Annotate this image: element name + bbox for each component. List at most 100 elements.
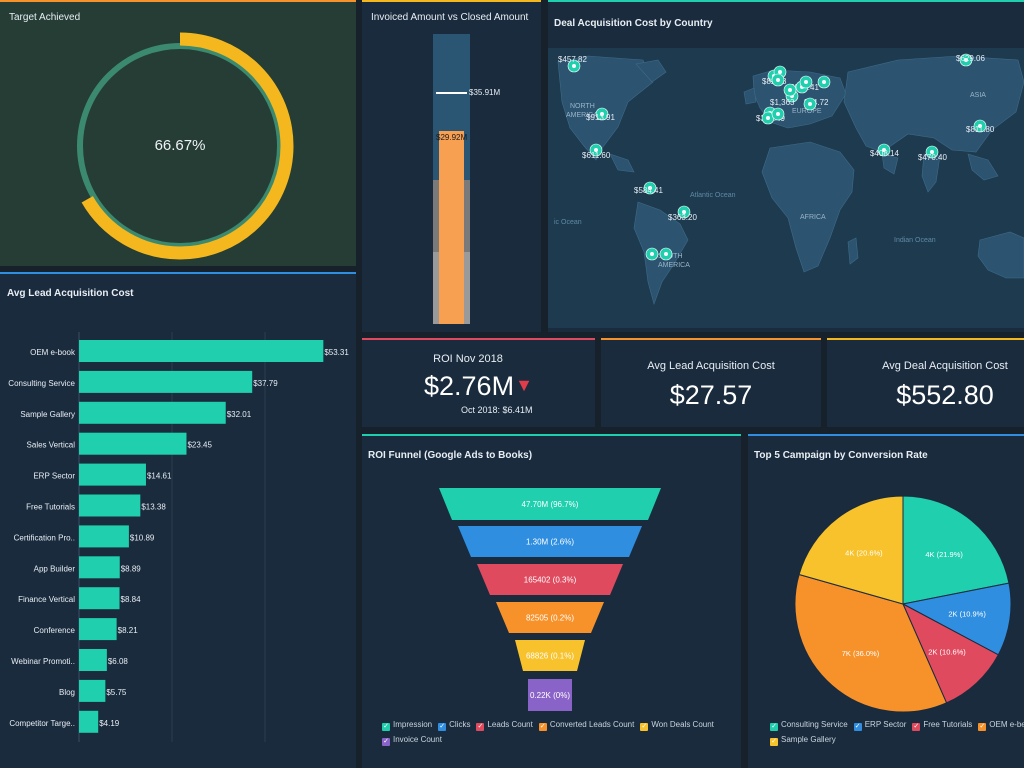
- bar[interactable]: [79, 401, 226, 424]
- map-marker-pin[interactable]: [645, 247, 659, 261]
- map-marker-pin[interactable]: [771, 73, 785, 87]
- pie-slice[interactable]: [901, 582, 1012, 656]
- funnel-stage[interactable]: [458, 526, 642, 557]
- funnel-stage[interactable]: [439, 488, 661, 520]
- map-marker-pin[interactable]: [803, 97, 817, 111]
- bar[interactable]: [79, 618, 117, 641]
- map-marker-pin[interactable]: [959, 53, 973, 67]
- legend-label: Leads Count: [487, 720, 533, 729]
- lead-cost-title: Avg Lead Acquisition Cost: [7, 288, 134, 299]
- map-marker-pin[interactable]: [799, 75, 813, 89]
- map-marker-pin[interactable]: [973, 119, 987, 133]
- category-label: App Builder: [34, 564, 76, 573]
- bar[interactable]: [79, 587, 120, 610]
- pie-slice[interactable]: [901, 602, 999, 704]
- bar[interactable]: [79, 432, 187, 455]
- map-marker-label: $457.82: [558, 55, 587, 64]
- bar[interactable]: [79, 494, 141, 517]
- map-marker-pin[interactable]: [783, 83, 797, 97]
- legend-item[interactable]: ✓ OEM e-be: [978, 720, 1024, 731]
- map-marker-pin[interactable]: [761, 111, 775, 125]
- legend-checkbox-icon[interactable]: ✓: [978, 723, 987, 731]
- roi-funnel-panel: ROI Funnel (Google Ads to Books) 47.70M …: [362, 434, 741, 768]
- category-label: Certification Pro..: [14, 533, 75, 542]
- map-markers[interactable]: $457.82$913.91$611.60$584.41$363.20$82.1…: [558, 53, 995, 261]
- deal-cost-map-panel: Deal Acquisition Cost by Country NORTH A…: [548, 0, 1024, 332]
- map-marker-pin[interactable]: [659, 247, 673, 261]
- legend-item[interactable]: ✓ ERP Sector: [853, 720, 906, 731]
- closed-amount-bar[interactable]: [439, 131, 464, 324]
- legend-checkbox-icon[interactable]: ✓: [438, 723, 447, 731]
- bar[interactable]: [79, 525, 129, 548]
- kpi-roi-card: ROI Nov 2018 $2.76M▼ Oct 2018: $6.41M: [362, 338, 595, 427]
- map-label-1: AMERICA: [566, 112, 598, 119]
- legend-item[interactable]: ✓ Converted Leads Count: [538, 720, 634, 731]
- legend-checkbox-icon[interactable]: ✓: [382, 723, 390, 731]
- legend-item[interactable]: ✓ Free Tutorials: [912, 720, 972, 731]
- invoiced-panel: Invoiced Amount vs Closed Amount $35.91M…: [362, 0, 541, 332]
- bar[interactable]: [79, 679, 106, 702]
- target-value: 66.67%: [154, 137, 206, 154]
- legend-checkbox-icon[interactable]: ✓: [912, 723, 921, 731]
- legend-item[interactable]: ✓ Won Deals Count: [640, 720, 714, 731]
- category-label: Sales Vertical: [27, 441, 76, 450]
- map-marker-pin[interactable]: [925, 145, 939, 159]
- map-marker-label: $74.72: [804, 98, 829, 107]
- map-marker-pin[interactable]: [677, 205, 691, 219]
- invoiced-target-label: $35.91M: [469, 87, 501, 97]
- value-label: $37.79: [253, 379, 278, 388]
- value-label: $6.08: [108, 657, 129, 666]
- value-label: $8.21: [118, 626, 139, 635]
- pie-slice-label: 4K (21.9%): [925, 550, 963, 559]
- legend-checkbox-icon[interactable]: ✓: [853, 723, 862, 731]
- map-marker-pin[interactable]: [589, 143, 603, 157]
- legend-checkbox-icon[interactable]: ✓: [476, 723, 485, 731]
- map-label-8: Indian Ocean: [894, 237, 936, 244]
- bar[interactable]: [79, 370, 253, 393]
- map-marker-label: $363.20: [668, 213, 697, 222]
- world-map[interactable]: NORTH AMERICA EUROPE ASIA AFRICA SOUTH A…: [548, 42, 1024, 332]
- legend-item[interactable]: ✓ Consulting Service: [770, 720, 848, 731]
- funnel-stage[interactable]: [515, 640, 585, 671]
- legend-item[interactable]: ✓ Sample Gallery: [770, 735, 836, 746]
- map-label-6: AMERICA: [658, 262, 690, 269]
- map-marker-pin[interactable]: [643, 181, 657, 195]
- funnel-legend: ✓ Impression ✓ Clicks ✓ Leads Count ✓ Converted…: [382, 720, 732, 750]
- bar[interactable]: [79, 340, 324, 362]
- roi-funnel-chart: 47.70M (96.7%) 1.30M (2.6%) 165402 (0.3%) 8…: [439, 488, 661, 711]
- map-marker-pin[interactable]: [567, 59, 581, 73]
- map-marker-pin[interactable]: [877, 143, 891, 157]
- map-label-9: ic Ocean: [554, 219, 582, 226]
- map-marker-label: $913.91: [586, 113, 615, 122]
- funnel-stage[interactable]: [496, 602, 604, 633]
- bar[interactable]: [79, 649, 107, 671]
- funnel-stage[interactable]: [528, 679, 572, 711]
- legend-checkbox-icon[interactable]: ✓: [538, 723, 547, 731]
- legend-item[interactable]: ✓ Impression: [382, 720, 432, 731]
- legend-checkbox-icon[interactable]: ✓: [770, 738, 778, 746]
- category-label: Sample Gallery: [20, 410, 75, 419]
- invoiced-title: Invoiced Amount vs Closed Amount: [371, 12, 529, 23]
- legend-item[interactable]: ✓ Leads Count: [476, 720, 533, 731]
- bar[interactable]: [79, 556, 120, 579]
- map-marker-pin[interactable]: [771, 107, 785, 121]
- legend-label: Clicks: [449, 720, 471, 729]
- pie-slice[interactable]: [794, 573, 948, 713]
- legend-item[interactable]: ✓ Clicks: [438, 720, 470, 731]
- legend-item[interactable]: ✓ Invoice Count: [382, 735, 442, 746]
- pie-slice[interactable]: [798, 495, 904, 605]
- legend-checkbox-icon[interactable]: ✓: [382, 738, 390, 746]
- category-label: Conference: [34, 626, 76, 635]
- value-label: $8.84: [121, 595, 142, 604]
- legend-checkbox-icon[interactable]: ✓: [770, 723, 778, 731]
- kpi-lead-title: Avg Lead Acquisition Cost: [647, 360, 775, 372]
- funnel-stage[interactable]: [477, 564, 623, 595]
- value-label: $23.45: [187, 441, 212, 450]
- map-marker-pin[interactable]: [595, 107, 609, 121]
- legend-checkbox-icon[interactable]: ✓: [640, 723, 649, 731]
- bar[interactable]: [79, 710, 99, 733]
- bar[interactable]: [79, 463, 146, 486]
- pie-slice[interactable]: [902, 495, 1010, 605]
- category-label: Competitor Targe..: [9, 719, 75, 728]
- map-marker-pin[interactable]: [817, 75, 831, 89]
